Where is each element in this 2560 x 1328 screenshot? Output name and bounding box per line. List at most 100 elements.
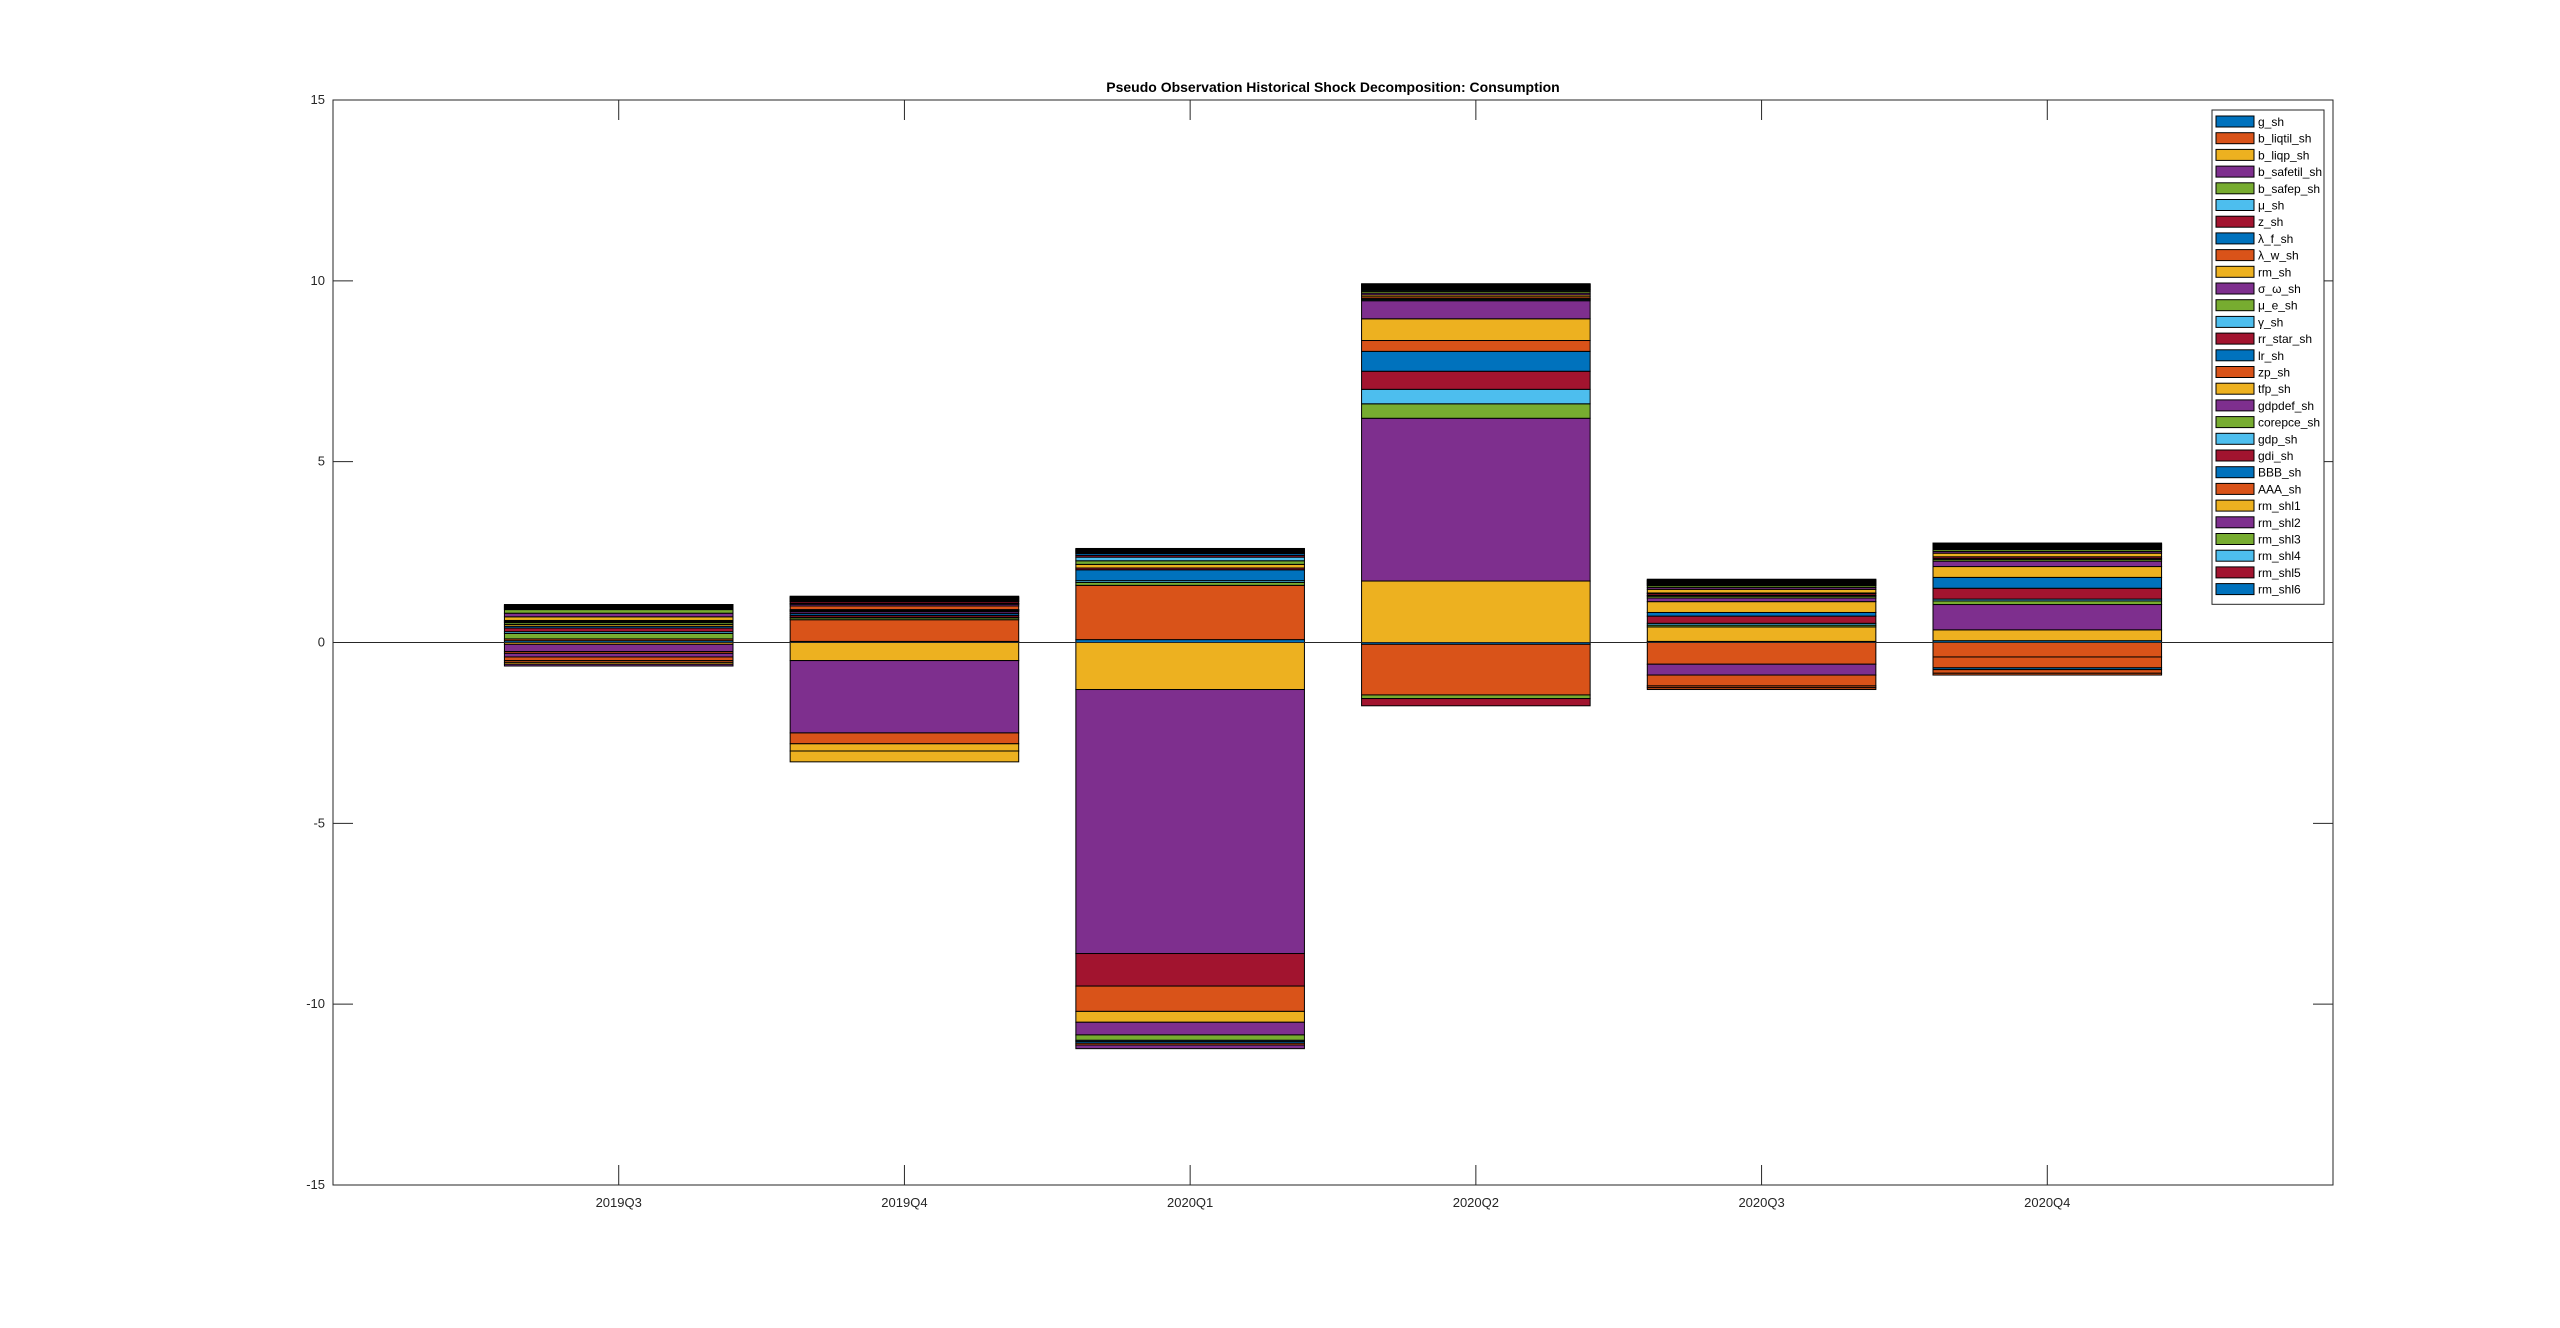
- bar-segment-2019Q3-z_sh: [503, 627, 734, 633]
- bar-segment-2020Q4-λ_f_sh: [1932, 576, 2163, 589]
- legend-swatch-rm_sh: [2215, 265, 2255, 278]
- bar-segment-2020Q4-b_safep_sh: [1932, 600, 2163, 606]
- legend-label-λ_f_sh: λ_f_sh: [2258, 232, 2293, 246]
- bar-segment-2020Q4-b_liqtil_sh: [1932, 642, 2163, 658]
- bar-segment-2020Q2-λ_f_sh: [1361, 350, 1591, 372]
- legend-label-gdi_sh: gdi_sh: [2258, 449, 2293, 463]
- legend-label-rr_star_sh: rr_star_sh: [2258, 332, 2312, 346]
- bar-segment-2020Q2-rm_sh: [1361, 318, 1591, 342]
- bar-segment-2020Q4-λ_w_sh: [1932, 656, 2163, 669]
- bar-segment-2019Q3-rm_shl6: [503, 604, 734, 606]
- x-tick-label: 2019Q3: [596, 1195, 642, 1210]
- bar-segment-2020Q2-b_liqp_sh: [1361, 580, 1591, 644]
- bar-segment-2020Q2-μ_sh: [1361, 388, 1591, 405]
- bar-segment-2020Q3-b_liqtil_sh: [1646, 642, 1877, 665]
- legend-swatch-rm_shl2: [2215, 516, 2255, 529]
- legend-swatch-μ_e_sh: [2215, 299, 2255, 312]
- legend-swatch-gdp_sh: [2215, 432, 2255, 445]
- bar-segment-2019Q3-b_safep_sh: [503, 632, 734, 640]
- legend-swatch-gdpdef_sh: [2215, 399, 2255, 412]
- legend-label-b_safetil_sh: b_safetil_sh: [2258, 165, 2322, 179]
- legend-label-b_liqp_sh: b_liqp_sh: [2258, 148, 2309, 162]
- legend-swatch-zp_sh: [2215, 366, 2255, 378]
- bar-segment-2020Q4-zp_sh: [1932, 669, 2163, 674]
- bar-segment-2020Q2-b_safetil_sh: [1361, 417, 1591, 582]
- y-tick-label: -10: [306, 996, 325, 1011]
- bar-segment-2020Q3-λ_w_sh: [1646, 674, 1877, 687]
- bar-segment-2019Q3-b_safetil_sh: [503, 643, 734, 653]
- bar-segment-2019Q3-tfp_sh: [503, 616, 734, 621]
- x-tick-label: 2020Q2: [1453, 1195, 1499, 1210]
- y-tick-label: 5: [318, 454, 325, 469]
- legend-swatch-BBB_sh: [2215, 466, 2255, 479]
- legend-label-AAA_sh: AAA_sh: [2258, 482, 2301, 496]
- legend-label-b_liqtil_sh: b_liqtil_sh: [2258, 132, 2311, 146]
- legend-label-γ_sh: γ_sh: [2258, 315, 2283, 329]
- bar-segment-2020Q1-tfp_sh: [1075, 563, 1305, 569]
- bar-segment-2020Q3-z_sh: [1646, 615, 1877, 624]
- legend-swatch-gdi_sh: [2215, 449, 2255, 462]
- legend-label-BBB_sh: BBB_sh: [2258, 466, 2301, 480]
- legend-swatch-rm_shl6: [2215, 583, 2255, 596]
- bar-segment-2019Q4-λ_w_sh: [789, 732, 1020, 745]
- legend-swatch-b_liqtil_sh: [2215, 132, 2255, 145]
- legend-swatch-rm_shl3: [2215, 533, 2255, 545]
- legend-label-gdpdef_sh: gdpdef_sh: [2258, 399, 2314, 413]
- bar-segment-2020Q1-b_safetil_sh: [1075, 689, 1305, 955]
- bar-segment-2019Q4-rm_sh: [789, 743, 1020, 752]
- bar-segment-2019Q4-zp_sh: [789, 605, 1020, 611]
- bar-segment-2020Q4-rm_shl6: [1932, 542, 2163, 545]
- bar-segment-2020Q2-λ_w_sh: [1361, 340, 1591, 352]
- bar-segment-2020Q2-b_liqtil_sh: [1361, 643, 1591, 696]
- bar-segment-2020Q4-b_safetil_sh: [1932, 604, 2163, 631]
- legend-swatch-lr_sh: [2215, 349, 2255, 362]
- legend-label-tfp_sh: tfp_sh: [2258, 382, 2291, 396]
- bar-segment-2019Q4-b_safetil_sh: [789, 660, 1020, 734]
- legend-swatch-γ_sh: [2215, 315, 2255, 328]
- bar-segment-2020Q1-gdpdef_sh: [1075, 1044, 1305, 1050]
- legend-label-λ_w_sh: λ_w_sh: [2258, 249, 2299, 263]
- bar-segment-2020Q4-z_sh: [1932, 587, 2163, 600]
- bar-segment-2020Q1-b_liqtil_sh: [1075, 584, 1305, 641]
- bar-segment-2020Q1-gdp_sh: [1075, 556, 1305, 562]
- bar-segment-2020Q1-b_liqp_sh: [1075, 642, 1305, 691]
- bar-segment-2020Q1-z_sh: [1075, 953, 1305, 987]
- legend-label-z_sh: z_sh: [2258, 215, 2283, 229]
- x-tick-label: 2019Q4: [881, 1195, 927, 1210]
- legend-label-rm_shl5: rm_shl5: [2258, 566, 2301, 580]
- legend-swatch-z_sh: [2215, 215, 2255, 228]
- bar-segment-2020Q3-λ_f_sh: [1646, 611, 1877, 617]
- bar-segment-2019Q4-b_liqtil_sh: [789, 619, 1020, 642]
- legend-swatch-b_safetil_sh: [2215, 165, 2255, 178]
- bar-segment-2019Q3-zp_sh: [503, 656, 734, 662]
- bar-segment-2020Q3-AAA_sh: [1646, 687, 1877, 691]
- legend-label-corepce_sh: corepce_sh: [2258, 416, 2320, 430]
- y-tick-label: 0: [318, 635, 325, 650]
- x-tick-label: 2020Q4: [2024, 1195, 2070, 1210]
- bar-segment-2020Q3-b_safetil_sh: [1646, 663, 1877, 676]
- bar-segment-2020Q1-λ_f_sh: [1075, 569, 1305, 582]
- legend-label-σ_ω_sh: σ_ω_sh: [2258, 282, 2301, 296]
- ticks-layer: -15 -10 -5 0 5 10 15 2019Q3 2019Q4 2020Q1 2020Q2 20…: [306, 92, 2333, 1210]
- bar-segment-2019Q3-corepce_sh: [503, 609, 734, 614]
- legend-label-rm_shl3: rm_shl3: [2258, 533, 2301, 547]
- legend-label-rm_sh: rm_sh: [2258, 265, 2291, 279]
- bar-segment-2020Q3-rm_shl6: [1646, 578, 1877, 581]
- bar-segment-2020Q3-rm_sh: [1646, 601, 1877, 613]
- legend-swatch-rr_star_sh: [2215, 332, 2255, 345]
- bar-segment-2020Q2-z_sh: [1361, 370, 1591, 390]
- bars-layer: [503, 283, 2163, 1050]
- bar-segment-2019Q4-b_liqp_sh: [789, 642, 1020, 662]
- legend-label-μ_e_sh: μ_e_sh: [2258, 299, 2298, 313]
- legend-swatch-AAA_sh: [2215, 482, 2255, 495]
- bar-segment-2020Q4-tfp_sh: [1932, 552, 2163, 558]
- bar-segment-2019Q4-rm_shl6: [789, 595, 1020, 598]
- bar-segment-2020Q1-σ_ω_sh: [1075, 1021, 1305, 1036]
- legend-swatch-λ_f_sh: [2215, 232, 2255, 245]
- legend-swatch-rm_shl1: [2215, 499, 2255, 512]
- legend: g_sh b_liqtil_sh b_liqp_sh b_safetil_sh b_sa…: [2211, 109, 2325, 605]
- legend-label-g_sh: g_sh: [2258, 115, 2284, 129]
- bar-segment-2020Q4-rm_sh: [1932, 566, 2163, 578]
